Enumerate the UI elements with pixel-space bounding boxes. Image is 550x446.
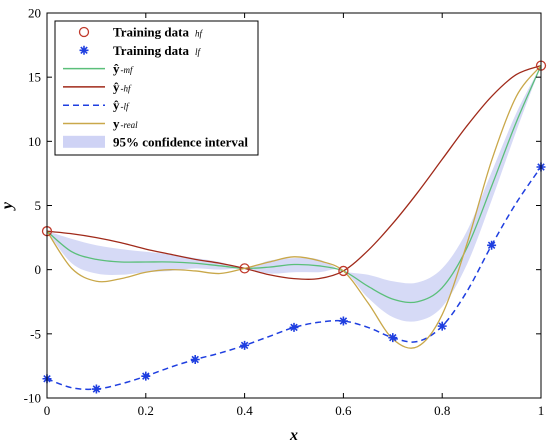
series-layer — [46, 65, 542, 391]
x-tick-label: 1 — [538, 403, 545, 418]
legend-label-main: y — [113, 116, 120, 131]
legend-label-main: Training data — [113, 43, 189, 58]
lf-training-point — [487, 240, 497, 250]
legend-swatch — [79, 45, 89, 55]
y-tick-label: 5 — [35, 198, 42, 213]
legend-entry: ŷ-mf — [63, 61, 134, 76]
y-tick-label: 10 — [28, 134, 41, 149]
legend-swatch — [63, 135, 105, 148]
legend-entry: 95% confidence interval — [63, 134, 248, 149]
series-line-hf — [46, 65, 542, 281]
legend-label-main: Training data — [113, 25, 189, 40]
x-axis-label: x — [289, 427, 298, 444]
x-tick-label: 0 — [44, 403, 51, 418]
legend-box — [54, 20, 259, 156]
legend-entry: y-real — [63, 116, 138, 131]
series-line-real — [46, 65, 542, 349]
legend-label-sub: -lf — [121, 102, 130, 112]
legend-label: 95% confidence interval — [113, 134, 248, 149]
legend-label-main: ŷ — [113, 61, 120, 76]
y-tick-label: 20 — [28, 6, 41, 21]
x-tick-label: 0.6 — [335, 403, 352, 418]
y-axis-label: y — [0, 201, 16, 211]
lf-training-point — [289, 322, 299, 332]
legend-label: ŷ-mf — [113, 61, 134, 76]
legend-label: y-real — [113, 116, 138, 131]
legend-label-main: ŷ — [113, 79, 120, 94]
legend-label-main: 95% confidence interval — [113, 134, 248, 149]
legend-entry: Training data hf — [78, 25, 203, 40]
legend-label: Training data lf — [113, 43, 201, 58]
y-tick-label: -5 — [30, 326, 41, 341]
lf-training-point — [388, 333, 398, 343]
hf-training-point — [239, 263, 250, 274]
legend-label: ŷ-hf — [113, 79, 132, 94]
lf-training-point — [91, 384, 101, 394]
legend-entry: Training data lf — [79, 43, 201, 58]
lf-training-point — [190, 355, 200, 364]
legend-label-sub: -real — [121, 120, 139, 130]
lf-training-point — [240, 340, 250, 350]
legend-label: ŷ-lf — [113, 98, 130, 113]
legend-entry: ŷ-hf — [63, 79, 132, 94]
legend-label: Training data hf — [113, 25, 203, 40]
x-tick-label: 0.2 — [138, 403, 154, 418]
hf-training-point — [338, 265, 349, 277]
legend-label-sub: -hf — [121, 83, 132, 93]
confidence-band — [47, 65, 541, 322]
y-tick-label: -10 — [24, 391, 41, 406]
y-tick-label: 15 — [28, 70, 41, 85]
x-tick-label: 0.4 — [236, 403, 253, 418]
legend-label-sub: -mf — [121, 65, 134, 75]
y-tick-label: 0 — [35, 262, 42, 277]
lf-training-point — [338, 316, 348, 326]
legend-label-main: ŷ — [113, 98, 120, 113]
confidence-band-layer — [47, 65, 541, 322]
series-line-lf — [46, 166, 542, 391]
x-tick-label: 0.8 — [434, 403, 450, 418]
legend-label-sub: lf — [195, 47, 202, 57]
legend-label-sub: hf — [195, 29, 204, 39]
legend-swatch — [78, 26, 90, 38]
legend-entry: ŷ-lf — [63, 98, 130, 113]
lf-training-point — [141, 371, 151, 381]
lf-training-point — [437, 321, 447, 331]
tick-layer: 0 0.2 0.4 0.6 0.8 1 -10 -5 0 5 10 15 20 — [24, 6, 545, 419]
